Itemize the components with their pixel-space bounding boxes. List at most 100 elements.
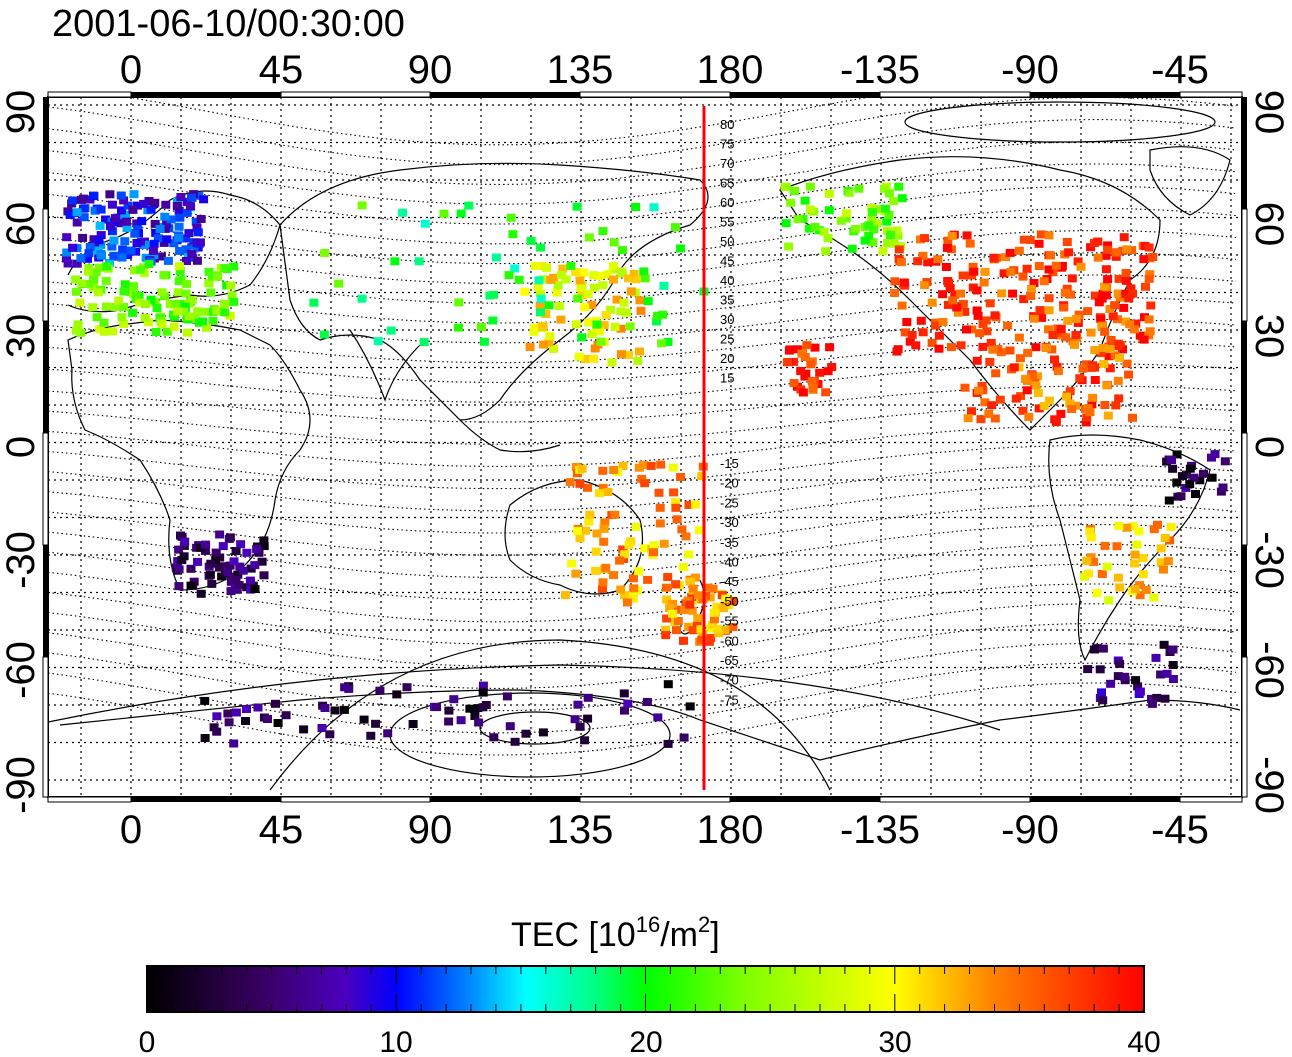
tec-cell (941, 263, 951, 271)
tec-cell (1159, 640, 1169, 649)
tec-cell (344, 684, 354, 693)
tec-cell (637, 474, 647, 483)
tec-cell (668, 463, 678, 472)
left-lat-tick: -30 (0, 531, 43, 589)
tec-cell (1145, 327, 1155, 336)
tec-cell (144, 240, 154, 249)
tec-cell (215, 530, 225, 539)
tec-cell (187, 193, 196, 202)
tec-cell (946, 343, 956, 352)
tec-cell (663, 680, 673, 689)
tec-cell (108, 327, 118, 336)
mlat-labels-lower: -15 -20 -25 -30 -35 -40 -45 -50 -55 -60 -65 -70 -75 (720, 456, 739, 707)
tec-cell (281, 711, 291, 720)
tec-cell (1060, 288, 1070, 297)
tec-cell (257, 557, 267, 566)
tec-cell (1146, 301, 1156, 310)
left-latitude-ticks: 90 60 30 0 -30 -60 -90 (0, 90, 43, 814)
tec-cell (542, 263, 552, 272)
tec-cell (658, 310, 668, 319)
tec-cell (1028, 371, 1037, 380)
tec-cell (529, 327, 539, 336)
colorbar-tick: 0 (139, 1026, 156, 1057)
bottom-lon-tick: 180 (697, 808, 764, 852)
tec-cell (212, 712, 222, 721)
tec-cell (89, 235, 99, 244)
tec-cell (85, 242, 95, 251)
tec-cell (1110, 301, 1120, 310)
tec-cell (706, 634, 716, 643)
right-lat-tick: 60 (1247, 202, 1291, 247)
tec-cell (155, 224, 165, 233)
tec-cell (473, 704, 483, 713)
tec-cell (1090, 291, 1100, 300)
tec-cell (1168, 675, 1178, 683)
tec-cell (902, 318, 912, 326)
tec-cell (1067, 405, 1077, 413)
tec-cell (1063, 316, 1073, 325)
tec-cell (890, 289, 900, 297)
tec-cell (160, 212, 170, 221)
tec-cell (984, 409, 994, 418)
tec-cell (594, 272, 604, 280)
tec-cell (144, 197, 154, 205)
tec-cell (708, 621, 717, 630)
tec-cell (580, 303, 590, 312)
tec-cell (1071, 315, 1081, 324)
tec-cell (561, 591, 570, 600)
tec-cell (90, 206, 100, 215)
tec-cell (510, 737, 520, 746)
tec-cell (1125, 320, 1135, 329)
tec-cell (673, 617, 683, 625)
tec-cell (1086, 533, 1096, 542)
tec-cell (1129, 325, 1139, 334)
tec-cell (508, 230, 518, 239)
tec-cell (193, 307, 203, 316)
tec-cell (211, 548, 221, 557)
tec-cell (728, 597, 738, 605)
tec-cell (444, 706, 454, 715)
tec-cell (123, 201, 133, 210)
tec-cell (536, 308, 545, 317)
tec-cell (1172, 450, 1182, 459)
tec-cell (505, 722, 515, 731)
tec-cell (952, 303, 962, 312)
tec-cell (535, 289, 545, 298)
tec-cell (1168, 661, 1178, 669)
tec-cell (110, 214, 120, 223)
tec-cell (672, 515, 682, 524)
tec-cell (520, 287, 530, 296)
tec-cell (619, 689, 629, 698)
tec-cell (187, 250, 197, 259)
mlat-label: 55 (720, 215, 734, 230)
left-lat-tick: -60 (0, 641, 43, 699)
tec-cell (1083, 665, 1093, 674)
mlat-label: 80 (720, 117, 734, 132)
tec-cell (229, 297, 239, 306)
left-lat-tick: 30 (0, 314, 43, 359)
tec-cell (259, 571, 269, 580)
tec-cell (583, 483, 592, 492)
tec-cell (206, 559, 216, 568)
tec-cell (319, 330, 329, 339)
tec-cell (202, 323, 211, 332)
tec-cell (1124, 370, 1134, 379)
tec-cell (577, 291, 587, 300)
tec-cell (193, 557, 202, 566)
tec-cell (140, 300, 150, 308)
tec-cell (884, 189, 894, 198)
tec-cell (554, 302, 564, 311)
tec-cell (942, 243, 952, 252)
tec-cell (211, 556, 221, 565)
tec-cell (398, 208, 408, 217)
tec-cell (1140, 313, 1149, 322)
tec-cell (965, 239, 975, 248)
tec-cell (72, 287, 81, 296)
mlat-label: 20 (720, 351, 734, 366)
tec-cell (634, 567, 644, 576)
tec-cell (892, 347, 902, 356)
tec-cell (317, 724, 327, 732)
tec-cell (631, 275, 641, 284)
tec-cell (629, 584, 639, 593)
tec-cell (905, 337, 915, 346)
